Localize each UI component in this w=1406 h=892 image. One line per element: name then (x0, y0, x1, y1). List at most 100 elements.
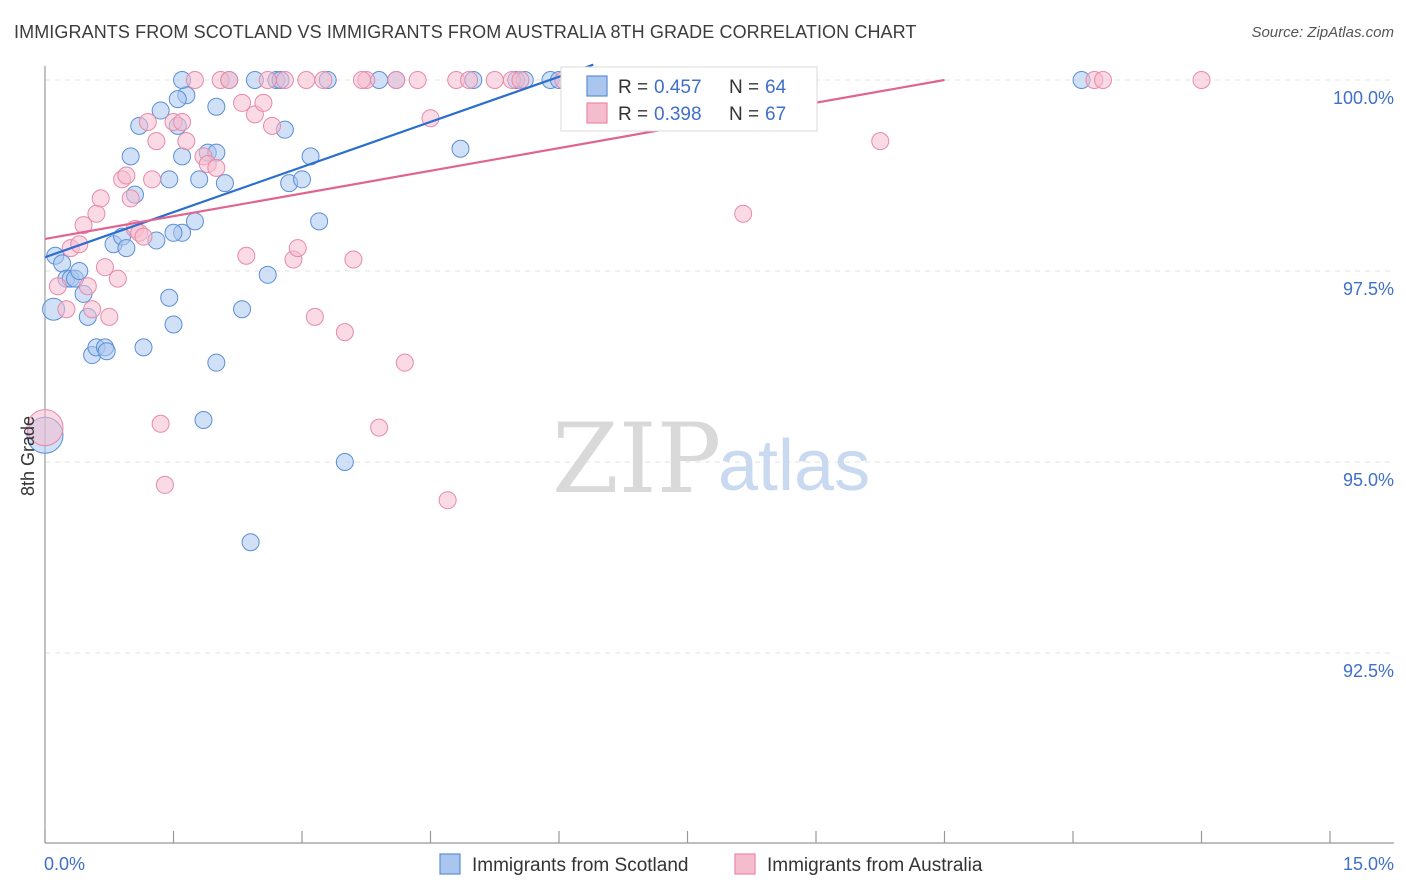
australia-point (485, 71, 504, 89)
axes (44, 66, 1394, 844)
scotland-point (190, 170, 209, 189)
australia-point (438, 491, 457, 510)
scotland-point (194, 410, 213, 429)
series-legend: Immigrants from Scotland Immigrants from… (439, 853, 983, 876)
australia-point (395, 353, 414, 372)
legend-n-label-australia: N = (729, 104, 759, 125)
legend-swatch-scotland (586, 75, 608, 97)
scotland-point (151, 101, 170, 120)
y-tick-labels: 92.5% 95.0% 97.5% 100.0% (1333, 88, 1394, 681)
scotland-point (451, 139, 470, 158)
legend-r-value-scotland: 0.457 (654, 77, 702, 98)
australia-point (408, 71, 427, 89)
australia-point (74, 216, 93, 235)
scotland-point (97, 342, 116, 361)
legend-n-label-scotland: N = (729, 77, 759, 98)
chart-title: IMMIGRANTS FROM SCOTLAND VS IMMIGRANTS F… (14, 22, 917, 42)
data-points (26, 71, 1211, 552)
x-tick-label-min: 0.0% (44, 854, 85, 874)
scotland-point (207, 97, 226, 116)
australia-point (263, 116, 282, 135)
scotland-point (233, 300, 252, 319)
y-axis-title: 8th Grade (18, 416, 38, 496)
australia-point (734, 204, 753, 223)
legend-r-label-australia: R = (618, 104, 648, 125)
australia-point (387, 71, 406, 89)
australia-point (100, 307, 119, 326)
scotland-point (310, 212, 329, 231)
australia-point (258, 71, 277, 89)
scotland-point (70, 262, 89, 280)
series-legend-label-australia: Immigrants from Australia (767, 855, 983, 876)
chart-source: Source: ZipAtlas.com (1251, 24, 1394, 41)
y-tick-label: 95.0% (1343, 470, 1394, 490)
x-tick-label-max: 15.0% (1343, 854, 1394, 874)
series-legend-swatch-scotland (439, 853, 461, 875)
scotland-point (215, 174, 234, 193)
australia-point (185, 71, 204, 89)
scotland-point (117, 239, 136, 258)
australia-point (108, 269, 127, 288)
australia-point (288, 239, 307, 258)
watermark-zip: ZIP (552, 403, 721, 515)
y-tick-label: 100.0% (1333, 88, 1394, 108)
watermark-atlas: atlas (718, 426, 870, 506)
scotland-point (241, 533, 260, 552)
australia-point (117, 166, 136, 185)
australia-point (48, 277, 67, 296)
australia-point (344, 250, 363, 269)
scotland-point (173, 147, 192, 166)
australia-point (352, 71, 371, 89)
australia-point (121, 189, 140, 208)
australia-point (275, 71, 294, 89)
australia-point (95, 258, 114, 277)
watermark: ZIP atlas (552, 403, 870, 515)
australia-point (220, 71, 239, 89)
legend-swatch-australia (586, 102, 608, 124)
scotland-point (185, 212, 204, 231)
australia-point (83, 300, 102, 319)
scotland-point (164, 315, 183, 334)
scotland-trend-line (44, 63, 594, 259)
legend-n-value-scotland: 64 (765, 77, 787, 98)
australia-point (1192, 71, 1211, 89)
australia-point (297, 71, 316, 89)
scotland-point (207, 353, 226, 372)
x-ticks (44, 831, 1331, 843)
australia-point (147, 132, 166, 151)
series-legend-label-scotland: Immigrants from Scotland (472, 855, 688, 876)
australia-point (138, 113, 157, 132)
scotland-point (168, 90, 187, 109)
australia-point (305, 307, 324, 326)
y-tick-label: 97.5% (1343, 279, 1394, 299)
australia-point (143, 170, 162, 189)
australia-point (314, 71, 333, 89)
legend-r-label-scotland: R = (618, 77, 648, 98)
australia-point (1093, 71, 1112, 89)
scotland-point (134, 338, 153, 357)
australia-point (134, 227, 153, 246)
y-tick-label: 92.5% (1343, 661, 1394, 681)
stats-legend: R = 0.457 N = 64 R = 0.398 N = 67 (560, 66, 818, 132)
australia-point (460, 71, 479, 89)
australia-point (177, 132, 196, 151)
australia-point (233, 93, 252, 112)
australia-point (207, 158, 226, 177)
scotland-point (160, 288, 179, 307)
legend-r-value-australia: 0.398 (654, 104, 702, 125)
australia-point (151, 414, 170, 433)
scotland-point (258, 265, 277, 284)
scotland-point (53, 254, 72, 273)
scotland-point (164, 223, 183, 242)
legend-n-value-australia: 67 (765, 104, 786, 125)
scotland-point (121, 147, 140, 166)
australia-point (57, 300, 76, 319)
australia-point (26, 409, 64, 447)
gridlines (45, 79, 1394, 654)
australia-point (155, 475, 174, 494)
australia-point (173, 113, 192, 132)
australia-point (237, 246, 256, 265)
scotland-point (335, 453, 354, 471)
series-legend-swatch-australia (734, 853, 756, 875)
scotland-point (160, 170, 179, 189)
